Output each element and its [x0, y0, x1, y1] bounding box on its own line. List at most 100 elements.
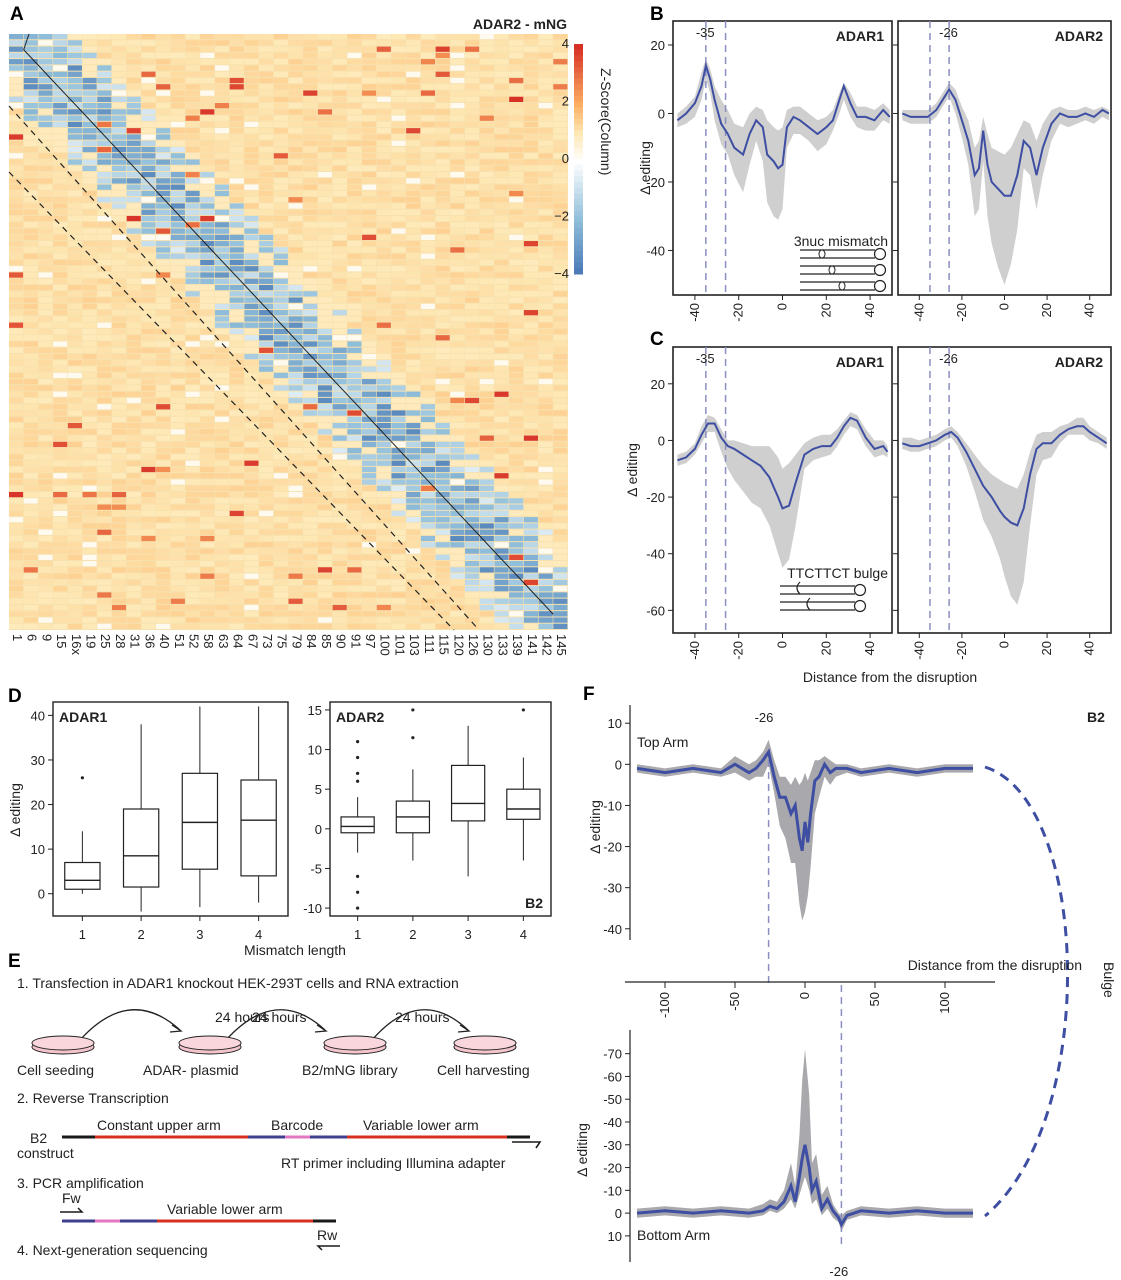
- heatmap-cell: [538, 134, 553, 140]
- heatmap-cell: [465, 241, 480, 247]
- heatmap-cell: [523, 184, 538, 190]
- heatmap-cell: [259, 128, 274, 134]
- heatmap-cell: [450, 335, 465, 341]
- heatmap-cell: [141, 247, 156, 253]
- heatmap-cell: [23, 366, 38, 372]
- heatmap-cell: [538, 291, 553, 297]
- heatmap-cell: [479, 52, 494, 59]
- heatmap-cell: [494, 272, 509, 278]
- heatmap-cell: [53, 165, 68, 172]
- heatmap-cell: [435, 222, 450, 228]
- heatmap-cell: [53, 222, 68, 228]
- y-tick-label: 0: [615, 1206, 622, 1221]
- heatmap-cell: [509, 96, 524, 103]
- heatmap-cell: [523, 178, 538, 184]
- heatmap-cell: [259, 586, 274, 592]
- heatmap-cell: [9, 77, 24, 84]
- heatmap-cell: [200, 247, 215, 253]
- heatmap-cell: [509, 165, 524, 172]
- heatmap-cell: [214, 353, 230, 360]
- heatmap-cell: [435, 128, 450, 134]
- heatmap-cell: [465, 504, 480, 510]
- heatmap-cell: [156, 372, 171, 379]
- heatmap-cell: [9, 510, 24, 517]
- heatmap-cell: [273, 121, 288, 128]
- heatmap-cell: [317, 284, 333, 291]
- heatmap-cell: [67, 197, 82, 203]
- heatmap-cell: [523, 372, 538, 379]
- heatmap-cell: [479, 203, 494, 209]
- heatmap-cell: [450, 297, 465, 303]
- heatmap-cell: [126, 146, 141, 153]
- heatmap-cell: [332, 397, 347, 404]
- heatmap-cell: [303, 266, 318, 272]
- heatmap-cell: [317, 190, 333, 197]
- heatmap-cell: [376, 165, 391, 172]
- heatmap-cell: [509, 573, 524, 579]
- heatmap-cell: [303, 460, 318, 466]
- heatmap-cell: [317, 542, 333, 548]
- heatmap-cell: [185, 146, 200, 153]
- heatmap-cell: [553, 429, 568, 435]
- heatmap-cell: [509, 103, 524, 109]
- heatmap-cell: [229, 422, 244, 429]
- heatmap-cell: [450, 272, 465, 278]
- heatmap-cell: [494, 542, 509, 548]
- heatmap-cell: [53, 140, 68, 146]
- heatmap-cell: [97, 322, 112, 328]
- heatmap-cell: [376, 215, 391, 222]
- heatmap-cell: [53, 429, 68, 435]
- heatmap-cell: [141, 416, 156, 422]
- rt-primer-label: RT primer including Illumina adapter: [281, 1155, 506, 1171]
- y-tick-label: 10: [608, 1229, 622, 1244]
- heatmap-cell: [200, 241, 215, 247]
- heatmap-cell: [38, 253, 53, 259]
- heatmap-cell: [170, 554, 185, 560]
- heatmap-cell: [185, 454, 200, 460]
- heatmap-cell: [523, 554, 538, 560]
- heatmap-cell: [435, 510, 450, 517]
- heatmap-cell: [376, 303, 391, 310]
- heatmap-cell: [141, 491, 156, 498]
- heatmap-cell: [273, 165, 288, 172]
- heatmap-cell: [170, 328, 185, 335]
- heatmap-cell: [273, 366, 288, 372]
- heatmap-cell: [82, 397, 97, 404]
- heatmap-cell: [303, 71, 318, 77]
- heatmap-cell: [553, 347, 568, 353]
- heatmap-cell: [450, 529, 465, 535]
- heatmap-cell: [170, 366, 185, 372]
- heatmap-cell: [288, 59, 303, 65]
- heatmap-cell: [82, 410, 97, 416]
- heatmap-cell: [67, 404, 82, 410]
- heatmap-cell: [38, 485, 53, 491]
- heatmap-cell: [156, 529, 171, 535]
- heatmap-cell: [82, 611, 97, 617]
- heatmap-cell: [111, 573, 127, 579]
- heatmap-cell: [126, 504, 141, 510]
- heatmap-cell: [273, 523, 288, 529]
- heatmap-cell: [465, 40, 480, 46]
- heatmap-cell: [538, 592, 553, 598]
- heatmap-cell: [170, 215, 185, 222]
- heatmap-cell: [170, 391, 185, 397]
- heatmap-cell: [214, 473, 230, 479]
- heatmap-cell: [38, 103, 53, 109]
- heatmap-cell: [509, 40, 524, 46]
- heatmap-cell: [376, 266, 391, 272]
- heatmap-cell: [303, 303, 318, 310]
- heatmap-cell: [244, 548, 259, 554]
- heatmap-cell: [9, 297, 24, 303]
- heatmap-cell: [141, 215, 156, 222]
- heatmap-cell: [523, 146, 538, 153]
- heatmap-cell: [362, 140, 377, 146]
- x-tick-label: -100: [657, 992, 672, 1018]
- heatmap-cell: [509, 34, 524, 40]
- heatmap-cell: [97, 266, 112, 272]
- heatmap-cell: [435, 190, 450, 197]
- x-tick-label: 1: [79, 927, 86, 942]
- heatmap-cell: [465, 77, 480, 84]
- heatmap-cell: [479, 554, 494, 560]
- heatmap-cell: [465, 623, 480, 629]
